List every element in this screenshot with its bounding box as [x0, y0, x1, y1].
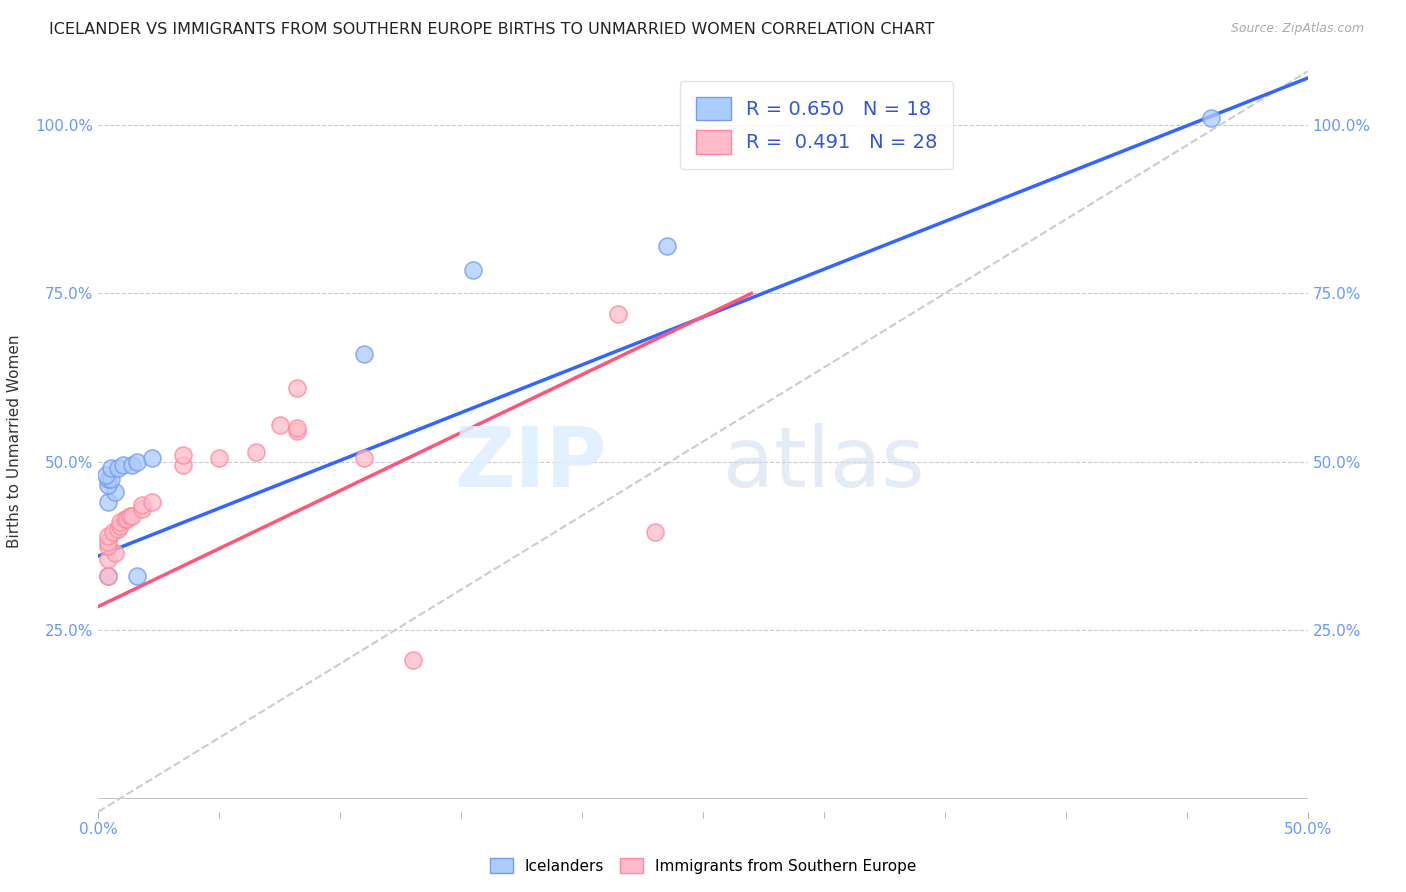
- Point: [121, 508, 143, 523]
- Point: [97, 478, 120, 492]
- Point: [644, 525, 666, 540]
- Point: [285, 421, 308, 435]
- Point: [463, 263, 485, 277]
- Text: ZIP: ZIP: [454, 423, 606, 504]
- Point: [402, 653, 425, 667]
- Text: Source: ZipAtlas.com: Source: ZipAtlas.com: [1230, 22, 1364, 36]
- Y-axis label: Births to Unmarried Women: Births to Unmarried Women: [7, 334, 21, 549]
- Point: [97, 495, 120, 509]
- Point: [353, 451, 375, 466]
- Point: [94, 468, 117, 483]
- Point: [141, 451, 163, 466]
- Point: [108, 516, 131, 530]
- Point: [104, 546, 127, 560]
- Point: [172, 458, 194, 472]
- Point: [353, 347, 375, 361]
- Point: [269, 417, 291, 432]
- Point: [121, 458, 143, 472]
- Point: [127, 569, 149, 583]
- Point: [114, 512, 136, 526]
- Point: [118, 508, 141, 523]
- Point: [104, 485, 127, 500]
- Point: [655, 239, 678, 253]
- Point: [97, 529, 120, 543]
- Point: [172, 448, 194, 462]
- Point: [97, 535, 120, 549]
- Point: [245, 444, 267, 458]
- Point: [131, 499, 153, 513]
- Point: [101, 525, 124, 540]
- Point: [131, 501, 153, 516]
- Point: [97, 569, 120, 583]
- Text: ICELANDER VS IMMIGRANTS FROM SOUTHERN EUROPE BIRTHS TO UNMARRIED WOMEN CORRELATI: ICELANDER VS IMMIGRANTS FROM SOUTHERN EU…: [49, 22, 935, 37]
- Point: [97, 552, 120, 566]
- Point: [285, 381, 308, 395]
- Legend: R = 0.650   N = 18, R =  0.491   N = 28: R = 0.650 N = 18, R = 0.491 N = 28: [681, 81, 953, 169]
- Point: [607, 307, 630, 321]
- Point: [1199, 112, 1222, 126]
- Point: [208, 451, 231, 466]
- Point: [108, 518, 131, 533]
- Point: [141, 495, 163, 509]
- Text: atlas: atlas: [723, 423, 925, 504]
- Point: [111, 458, 134, 472]
- Point: [117, 512, 139, 526]
- Point: [97, 539, 120, 553]
- Point: [100, 461, 122, 475]
- Point: [107, 461, 129, 475]
- Point: [285, 425, 308, 439]
- Point: [107, 522, 129, 536]
- Legend: Icelanders, Immigrants from Southern Europe: Icelanders, Immigrants from Southern Eur…: [484, 852, 922, 880]
- Point: [100, 472, 122, 486]
- Point: [97, 472, 120, 486]
- Point: [97, 569, 120, 583]
- Point: [127, 455, 149, 469]
